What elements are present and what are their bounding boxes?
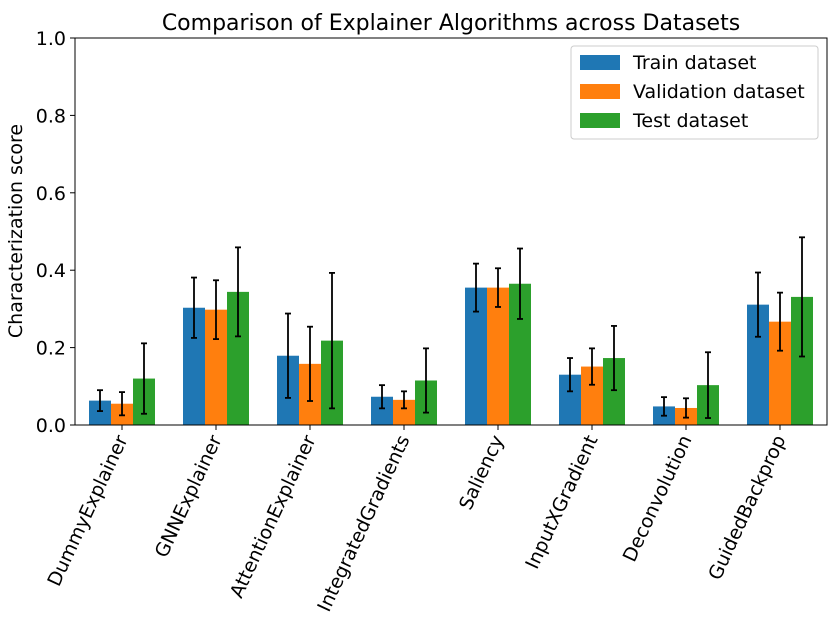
x-axis: DummyExplainer GNNExplainer AttentionExpla…: [43, 425, 791, 615]
y-tick-label: 0.0: [36, 415, 66, 437]
bar: [559, 374, 581, 425]
legend-label: Train dataset: [632, 52, 756, 74]
bar: [465, 287, 487, 425]
bar: [227, 291, 249, 425]
error-bars-layer: [97, 236, 805, 419]
y-tick-label: 0.6: [36, 183, 66, 205]
bar: [183, 307, 205, 425]
legend-label: Validation dataset: [633, 81, 805, 103]
legend-swatch: [580, 55, 620, 70]
bar: [509, 283, 531, 425]
legend: Train dataset Validation dataset Test data…: [570, 45, 819, 140]
bars-layer: [89, 283, 813, 425]
bar: [791, 296, 813, 425]
chart-title: Comparison of Explainer Algorithms acros…: [162, 11, 740, 36]
x-tick-label: InputXGradient: [521, 432, 602, 573]
bar: [747, 304, 769, 425]
bar: [769, 321, 791, 425]
legend-frame: [570, 45, 819, 140]
x-tick-label: Deconvolution: [619, 432, 697, 565]
bar: [89, 400, 111, 425]
bar: [393, 399, 415, 425]
legend-swatch: [580, 84, 620, 99]
x-tick-label: DummyExplainer: [43, 432, 132, 590]
x-tick-label: AttentionExplainer: [226, 432, 321, 602]
bar: [371, 396, 393, 425]
x-tick-label: GuidedBackprop: [704, 432, 790, 584]
bar: [205, 309, 227, 425]
bar: [603, 358, 625, 425]
bar: [581, 366, 603, 425]
y-tick-label: 0.4: [36, 260, 66, 282]
y-tick-label: 1.0: [36, 28, 66, 50]
legend-label: Test dataset: [632, 110, 748, 132]
y-axis-label: Characterization score: [5, 124, 27, 338]
y-axis: 0.0 0.2 0.4 0.6 0.8 1.0: [36, 28, 75, 437]
x-tick-label: IntegratedGradients: [313, 432, 414, 615]
bar: [487, 287, 509, 425]
x-tick-label: Saliency: [455, 432, 509, 514]
plot-area-frame: [74, 37, 828, 426]
y-tick-label: 0.2: [36, 338, 66, 360]
y-tick-label: 0.8: [36, 105, 66, 127]
legend-swatch: [580, 113, 620, 128]
x-tick-label: GNNExplainer: [151, 432, 227, 561]
